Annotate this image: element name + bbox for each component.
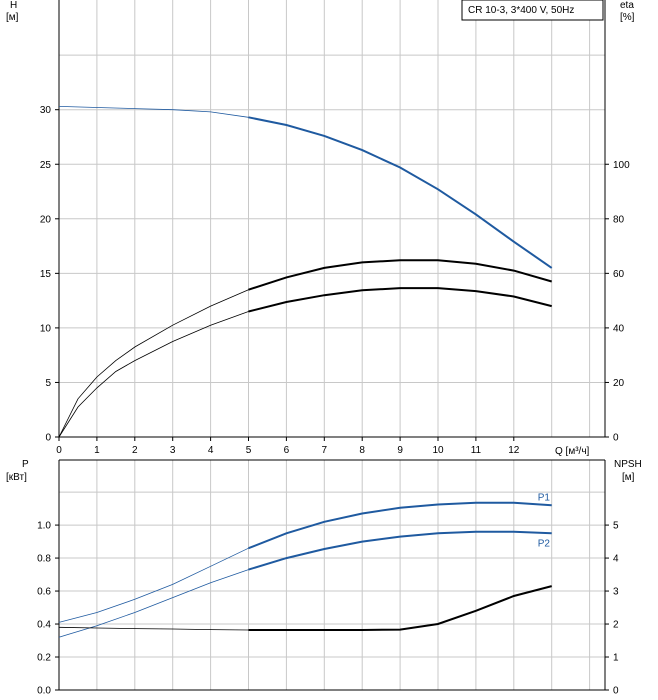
y-left-tick-label: 0.0 <box>37 686 51 697</box>
y-left-label-top-2: [м] <box>6 12 19 23</box>
y-left-tick-label: 10 <box>40 323 52 334</box>
y-left-tick-label: 20 <box>40 214 52 225</box>
y-right-label-top-1: eta <box>620 0 634 11</box>
eta-upper-curve-extrapolated <box>58 289 249 438</box>
y-right-tick-label: 4 <box>613 554 619 565</box>
p2-curve <box>248 530 552 571</box>
y-left-tick-label: 15 <box>40 269 52 280</box>
h-curve-extrapolated <box>58 106 249 118</box>
eta-upper-curve <box>248 259 552 291</box>
y-right-tick-label: 100 <box>613 160 630 171</box>
x-axis-label: Q [м³/ч] <box>555 446 590 457</box>
x-tick-label: 8 <box>359 445 365 456</box>
y-right-label-bottom-2: [м] <box>622 472 635 483</box>
y-right-tick-label: 20 <box>613 378 625 389</box>
x-tick-label: 1 <box>94 445 100 456</box>
y-right-tick-label: 0 <box>613 433 619 444</box>
x-tick-label: 5 <box>246 445 252 456</box>
p2-series-label: P2 <box>538 538 551 549</box>
npsh-curve <box>248 585 552 631</box>
y-left-tick-label: 0.4 <box>37 620 51 631</box>
y-left-tick-label: 1.0 <box>37 521 51 532</box>
y-right-tick-label: 3 <box>613 587 619 598</box>
x-tick-label: 0 <box>56 445 62 456</box>
h-curve <box>248 116 553 269</box>
x-tick-label: 12 <box>508 445 520 456</box>
power-npsh-labels: P [кВт] NPSH [м] <box>6 459 642 483</box>
y-left-tick-label: 25 <box>40 160 52 171</box>
y-right-tick-label: 80 <box>613 214 625 225</box>
p2-curve-extrapolated <box>58 569 249 638</box>
y-left-tick-label: 0.6 <box>37 587 51 598</box>
y-left-label-bottom-2: [кВт] <box>6 472 27 483</box>
p1-series-label: P1 <box>538 492 551 503</box>
x-tick-label: 9 <box>397 445 403 456</box>
y-right-tick-label: 40 <box>613 323 625 334</box>
y-left-tick-label: 0.8 <box>37 554 51 565</box>
y-right-label-bottom-1: NPSH <box>614 459 642 470</box>
power-npsh-panel: 0.0 0.2 0.4 0.6 0.8 1.0 0 1 2 3 4 5 P1 P2 <box>37 459 619 697</box>
p1-curve <box>248 501 552 550</box>
x-tick-label: 3 <box>170 445 176 456</box>
y-left-label-bottom-1: P <box>22 459 29 470</box>
p1-curve-extrapolated <box>58 547 249 623</box>
y-right-tick-label: 1 <box>613 653 619 664</box>
y-left-tick-label: 5 <box>45 378 51 389</box>
npsh-curve-extrapolated <box>58 626 249 631</box>
y-right-tick-label: 5 <box>613 521 619 532</box>
head-efficiency-labels: H [м] eta [%] Q [м³/ч] <box>6 0 635 457</box>
y-left-label-top-1: H <box>10 0 17 11</box>
legend-box <box>461 0 604 21</box>
y-right-tick-label: 2 <box>613 620 619 631</box>
x-tick-label: 7 <box>322 445 328 456</box>
y-left-tick-label: 30 <box>40 105 52 116</box>
y-right-label-top-2: [%] <box>620 12 635 23</box>
x-tick-label: 6 <box>284 445 290 456</box>
eta-lower-curve-extrapolated <box>58 311 249 438</box>
x-tick-label: 11 <box>471 445 482 456</box>
y-right-tick-label: 0 <box>613 686 619 697</box>
legend-box-text: CR 10-3, 3*400 V, 50Hz <box>468 5 574 16</box>
y-left-tick-label: 0.2 <box>37 653 51 664</box>
y-right-tick-label: 60 <box>613 269 625 280</box>
y-left-tick-label: 0 <box>45 433 51 444</box>
x-tick-label: 2 <box>132 445 138 456</box>
x-tick-label: 4 <box>208 445 214 456</box>
eta-lower-curve <box>248 287 552 313</box>
x-tick-label: 10 <box>432 445 444 456</box>
